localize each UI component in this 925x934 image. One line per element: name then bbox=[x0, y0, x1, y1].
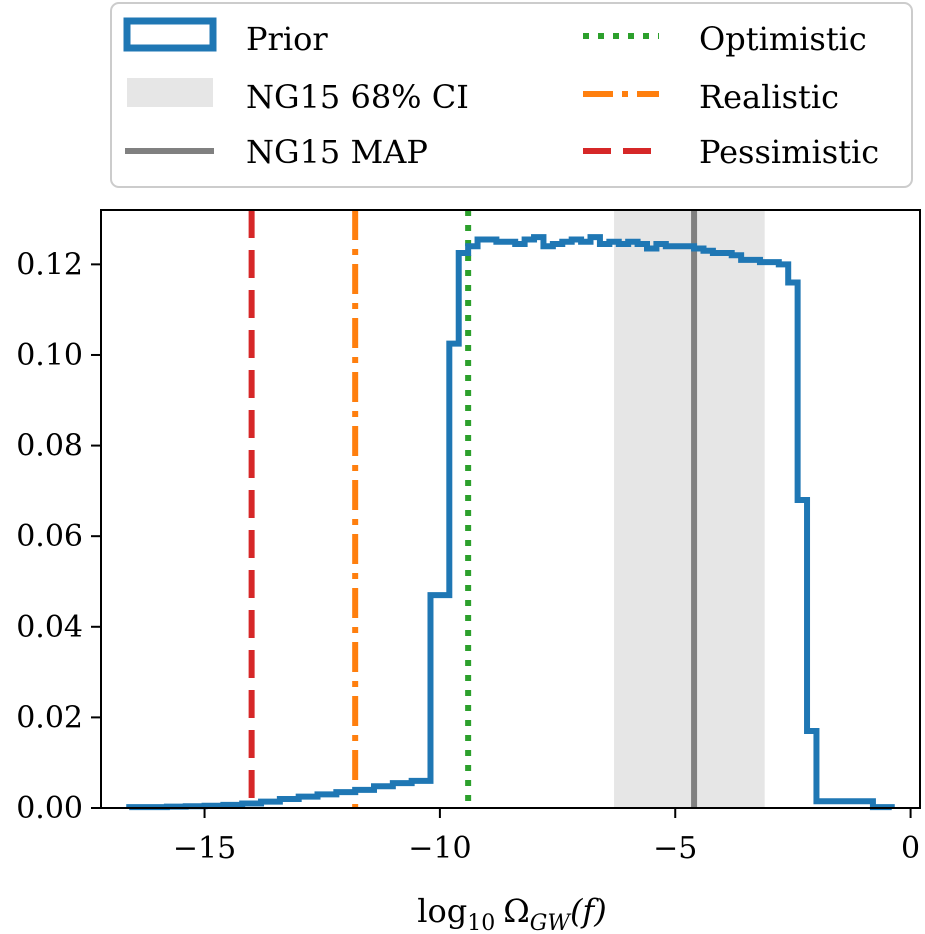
y-tick-label: 0.10 bbox=[16, 338, 83, 373]
x-tick-label: 0 bbox=[901, 831, 920, 866]
legend-label-pessimistic: Pessimistic bbox=[699, 133, 879, 171]
plot-frame bbox=[100, 209, 921, 809]
y-tick-label: 0.04 bbox=[16, 610, 83, 645]
y-tick-label: 0.06 bbox=[16, 519, 83, 554]
legend-swatch-prior bbox=[123, 17, 217, 52]
y-axis: 0.00 0.02 0.04 0.06 0.08 0.10 0.12 bbox=[16, 247, 101, 826]
x-tick-label: −15 bbox=[173, 831, 236, 866]
x-tick-label: −5 bbox=[653, 831, 697, 866]
y-tick-label: 0.02 bbox=[16, 700, 83, 735]
x-axis: −15 −10 −5 0 bbox=[173, 808, 920, 866]
legend-label-ci: NG15 68% CI bbox=[246, 78, 469, 116]
legend-label-prior: Prior bbox=[246, 20, 328, 58]
legend-swatch-ci bbox=[127, 78, 213, 107]
ci-band-layer bbox=[614, 210, 765, 808]
x-axis-label: log10 ΩGW(f) bbox=[417, 892, 607, 934]
histogram-layer bbox=[126, 234, 895, 811]
legend-label-optimistic: Optimistic bbox=[699, 20, 867, 58]
legend-label-map: NG15 MAP bbox=[246, 133, 428, 171]
legend-box bbox=[110, 2, 913, 188]
plot-area bbox=[100, 209, 921, 811]
legend-label-realistic: Realistic bbox=[699, 78, 839, 116]
y-tick-label: 0.12 bbox=[16, 247, 83, 282]
legend: Prior NG15 68% CI NG15 MAP Optimistic Re… bbox=[110, 2, 913, 188]
ci-band bbox=[614, 210, 765, 808]
vlines-layer bbox=[248, 210, 698, 808]
y-tick-label: 0.00 bbox=[16, 791, 83, 826]
y-tick-label: 0.08 bbox=[16, 429, 83, 464]
histogram-prior bbox=[126, 234, 895, 811]
x-tick-label: −10 bbox=[408, 831, 471, 866]
